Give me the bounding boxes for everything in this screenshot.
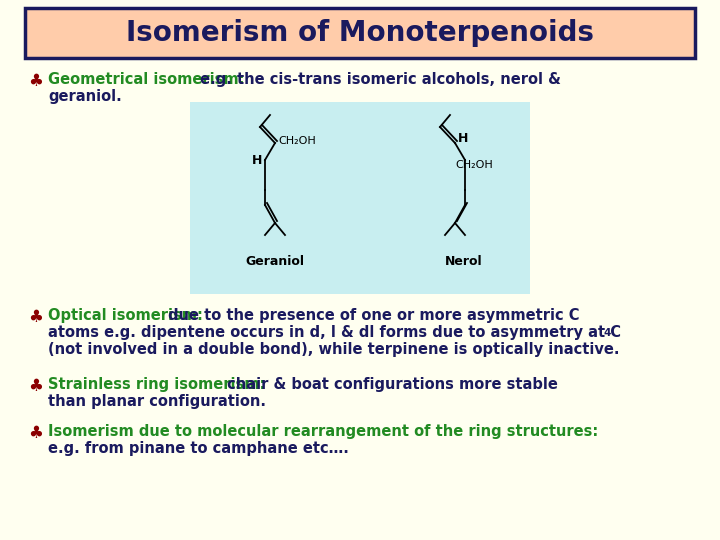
FancyBboxPatch shape bbox=[25, 8, 695, 58]
Text: atoms e.g. dipentene occurs in d, l & dl forms due to asymmetry at C: atoms e.g. dipentene occurs in d, l & dl… bbox=[48, 325, 621, 340]
Text: geraniol.: geraniol. bbox=[48, 89, 122, 104]
Text: Isomerism of Monoterpenoids: Isomerism of Monoterpenoids bbox=[126, 19, 594, 47]
Text: CH₂OH: CH₂OH bbox=[455, 160, 492, 170]
Text: than planar configuration.: than planar configuration. bbox=[48, 394, 266, 409]
Text: CH₂OH: CH₂OH bbox=[278, 136, 316, 146]
Text: H: H bbox=[252, 153, 262, 166]
Text: due to the presence of one or more asymmetric C: due to the presence of one or more asymm… bbox=[163, 308, 580, 323]
Text: e.g. from pinane to camphane etc….: e.g. from pinane to camphane etc…. bbox=[48, 441, 349, 456]
Text: ♣: ♣ bbox=[28, 308, 43, 326]
Text: Isomerism due to molecular rearrangement of the ring structures:: Isomerism due to molecular rearrangement… bbox=[48, 424, 598, 439]
Text: Strainless ring isomerism:: Strainless ring isomerism: bbox=[48, 377, 266, 392]
Text: 4: 4 bbox=[604, 328, 611, 338]
Text: (not involved in a double bond), while terpinene is optically inactive.: (not involved in a double bond), while t… bbox=[48, 342, 619, 357]
Text: H: H bbox=[458, 132, 469, 145]
FancyBboxPatch shape bbox=[190, 102, 530, 294]
Text: Optical isomerism:: Optical isomerism: bbox=[48, 308, 203, 323]
Text: e.g. the cis-trans isomeric alcohols, nerol &: e.g. the cis-trans isomeric alcohols, ne… bbox=[195, 72, 561, 87]
Text: ♣: ♣ bbox=[28, 377, 43, 395]
Text: Nerol: Nerol bbox=[445, 255, 482, 268]
Text: Geometrical isomerism:: Geometrical isomerism: bbox=[48, 72, 245, 87]
Text: ♣: ♣ bbox=[28, 72, 43, 90]
Text: Geraniol: Geraniol bbox=[245, 255, 304, 268]
Text: ♣: ♣ bbox=[28, 424, 43, 442]
Text: chair & boat configurations more stable: chair & boat configurations more stable bbox=[222, 377, 558, 392]
